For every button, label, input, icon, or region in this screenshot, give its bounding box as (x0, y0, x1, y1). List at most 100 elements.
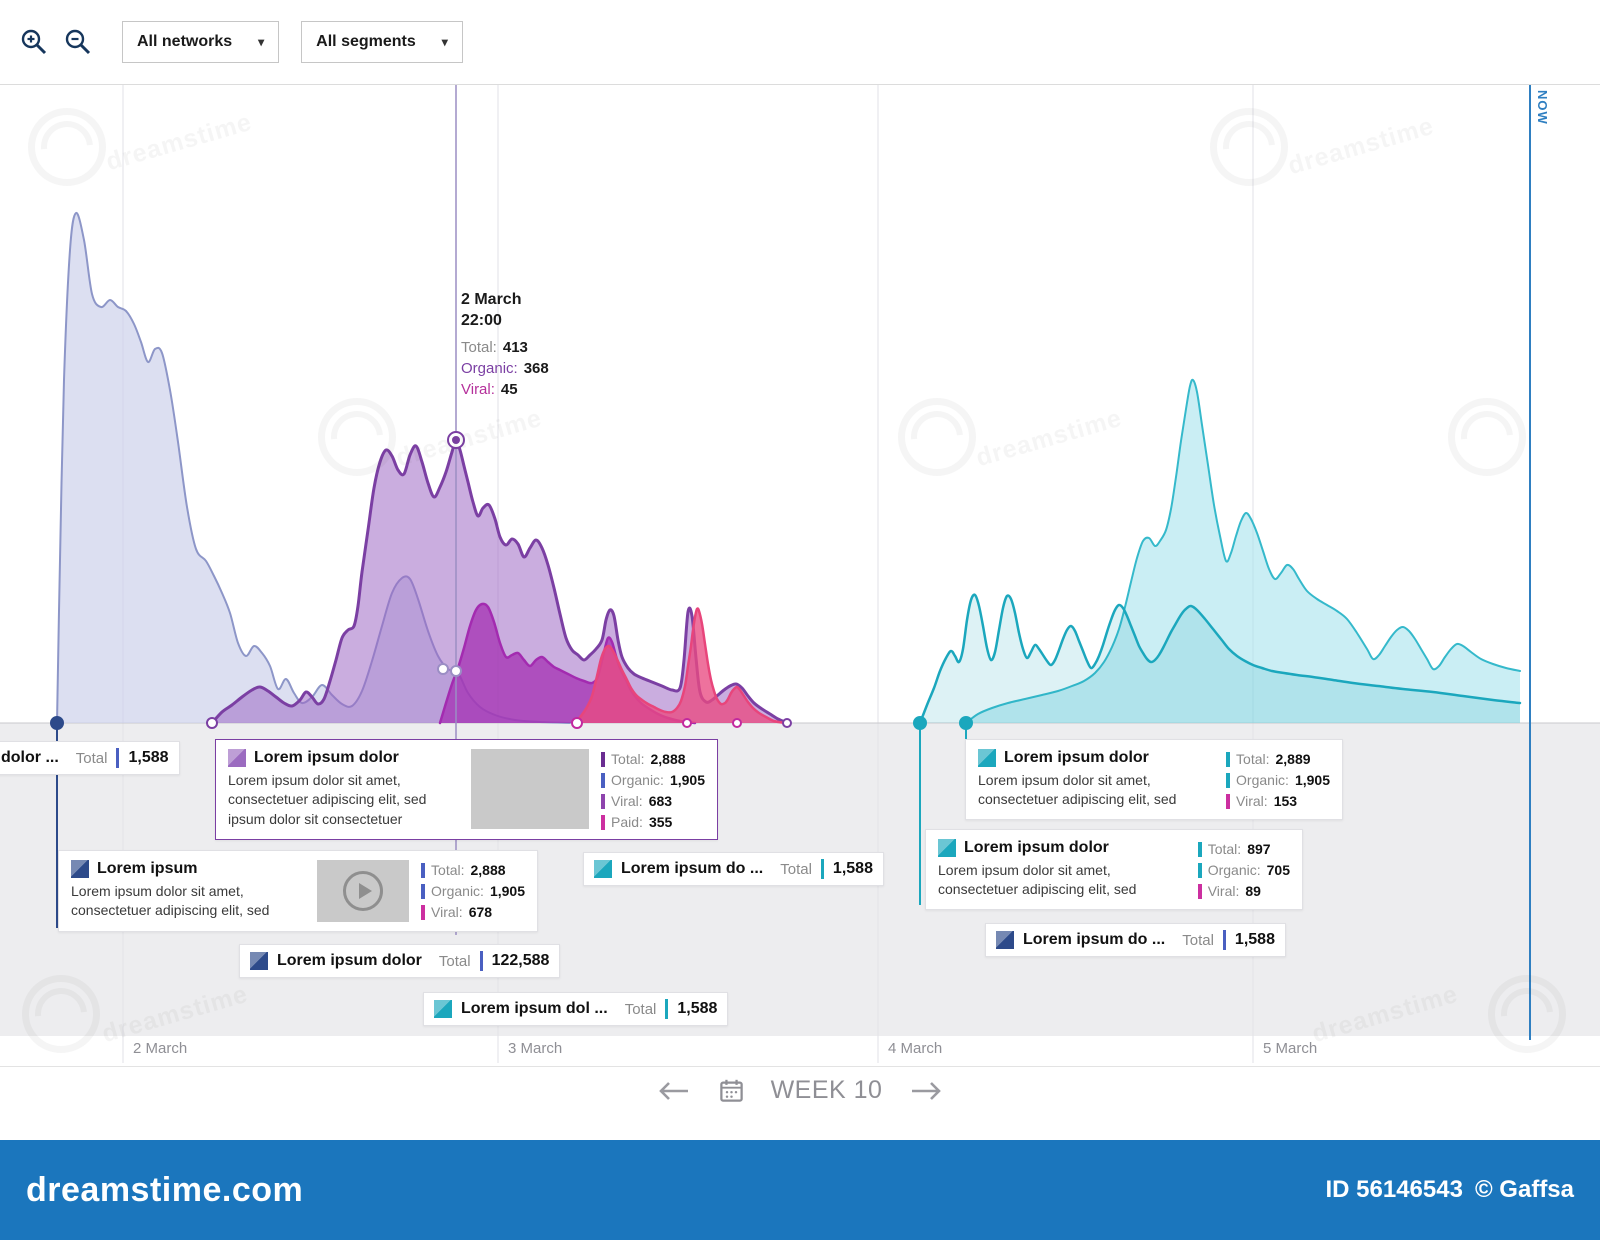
stat-row: Total: 2,889 (1226, 751, 1330, 767)
total-value: 1,588 (128, 749, 169, 766)
series-swatch (434, 1000, 452, 1018)
stat-row: Viral: 683 (601, 793, 705, 809)
callout-title: Lorem ipsum do ... (621, 860, 764, 877)
stat-label: Organic: (611, 772, 664, 788)
series-swatch (228, 749, 246, 767)
tooltip-viral-label: Viral: (461, 381, 495, 398)
tooltip-total-label: Total: (461, 339, 497, 356)
post-callout-teal-1[interactable]: Lorem ipsum dolor Lorem ipsum dolor sit … (965, 739, 1343, 820)
stat-label: Viral: (431, 904, 463, 920)
x-tick-5-march: 5 March (1263, 1040, 1318, 1057)
previous-week-button[interactable] (656, 1079, 692, 1103)
network-filter-label: All networks (137, 33, 233, 50)
chevron-down-icon: ▾ (258, 35, 265, 49)
post-callout-purple[interactable]: Lorem ipsum dolor Lorem ipsum dolor sit … (215, 739, 718, 840)
week-label: WEEK 10 (770, 1076, 883, 1104)
stat-value: 355 (648, 814, 673, 830)
callout-stats: Total: 2,888 Organic: 1,905 Viral: 683 P… (601, 749, 705, 830)
callout-title-row: Lorem ipsum (71, 860, 305, 878)
author-credit: © Gaffsa (1474, 1176, 1574, 1203)
mini-callout-teal-2[interactable]: Lorem ipsum dol ... Total 1,588 (423, 992, 729, 1026)
zoom-in-button[interactable] (12, 20, 56, 64)
series-swatch (250, 952, 268, 970)
play-icon (343, 871, 384, 911)
stat-bar (1197, 862, 1202, 878)
tooltip-viral-row: Viral: 45 (461, 379, 549, 400)
total-value: 1,588 (677, 1000, 718, 1017)
zoom-out-button[interactable] (56, 20, 100, 64)
stat-value: 2,889 (1275, 751, 1311, 767)
series-swatch (938, 839, 956, 857)
callout-body: Lorem ipsum dolor sit amet, consectetuer… (978, 772, 1177, 808)
tooltip-total-row: Total: 413 (461, 337, 549, 358)
total-value: 1,588 (1234, 931, 1275, 948)
total-value: 1,588 (832, 860, 873, 877)
video-placeholder[interactable] (317, 860, 410, 922)
stat-label: Viral: (611, 793, 643, 809)
value-bar (665, 999, 669, 1019)
series-swatch (978, 749, 996, 767)
timeline-chart[interactable] (0, 85, 1600, 723)
stat-row: Viral: 153 (1226, 793, 1330, 809)
callout-stats: Total: 2,888 Organic: 1,905 Viral: 678 (421, 860, 525, 920)
callout-title: Lorem ipsum dolor (1004, 749, 1149, 766)
post-callout-teal-2[interactable]: Lorem ipsum dolor Lorem ipsum dolor sit … (925, 829, 1303, 910)
callout-body: Lorem ipsum dolor sit amet, consectetuer… (938, 862, 1137, 898)
callout-title: Lorem ipsum dolor (277, 952, 422, 969)
next-week-button[interactable] (908, 1079, 944, 1103)
mini-callout-navy-1[interactable]: Lorem ipsum dolor Total 122,588 (239, 944, 561, 978)
calendar-button[interactable] (718, 1077, 745, 1104)
post-callout-blue[interactable]: Lorem ipsum Lorem ipsum dolor sit amet, … (58, 850, 538, 932)
zoom-out-icon (65, 29, 91, 55)
week-navigation: WEEK 10 (0, 1076, 1600, 1105)
callout-text: Lorem ipsum dolor Lorem ipsum dolor sit … (978, 749, 1214, 810)
callout-title: Lorem ipsum dol ... (461, 1000, 608, 1017)
total-label: Total (438, 952, 471, 970)
toolbar: All networks ▾ All segments ▾ (0, 0, 1600, 85)
stat-bar (421, 862, 426, 878)
callout-title-row: Lorem ipsum dolor (228, 749, 459, 767)
stat-bar (1226, 772, 1231, 788)
stat-row: Viral: 678 (421, 904, 525, 920)
image-placeholder (471, 749, 590, 829)
value-bar (820, 859, 824, 879)
mini-callout-navy-2[interactable]: Lorem ipsum do ... Total 1,588 (985, 923, 1286, 957)
callout-text: Lorem ipsum Lorem ipsum dolor sit amet, … (71, 860, 305, 921)
callout-title: Lorem ipsum do ... (1023, 931, 1166, 948)
stat-row: Total: 2,888 (601, 751, 705, 767)
stat-value: 897 (1247, 841, 1271, 857)
stat-label: Total: (611, 751, 645, 767)
stat-bar (1197, 883, 1202, 899)
segment-filter-dropdown[interactable]: All segments ▾ (301, 21, 463, 63)
callout-title: dolor ... (1, 749, 59, 766)
stat-bar (601, 751, 606, 767)
x-tick-2-march: 2 March (133, 1040, 188, 1057)
x-tick-4-march: 4 March (888, 1040, 943, 1057)
callout-title-row: Lorem ipsum dolor (978, 749, 1214, 767)
stat-label: Organic: (1236, 772, 1289, 788)
tooltip-date: 2 March (461, 291, 522, 308)
stat-value: 89 (1245, 883, 1261, 899)
stat-row: Total: 897 (1197, 841, 1290, 857)
point-tooltip: 2 March 22:00 Total: 413 Organic: 368 Vi… (461, 289, 549, 400)
mini-callout-left-partial[interactable]: dolor ... Total 1,588 (0, 741, 180, 775)
stat-bar (1226, 793, 1231, 809)
tooltip-organic-value: 368 (523, 360, 549, 377)
stat-bar (1226, 751, 1231, 767)
stat-bar (421, 883, 426, 899)
stat-value: 705 (1266, 862, 1290, 878)
stat-label: Total: (431, 862, 465, 878)
stat-row: Paid: 355 (601, 814, 705, 830)
series-swatch (594, 860, 612, 878)
stat-label: Viral: (1236, 793, 1268, 809)
arrow-left-icon (658, 1081, 688, 1100)
network-filter-dropdown[interactable]: All networks ▾ (122, 21, 280, 63)
axis-rule (0, 1066, 1600, 1067)
segment-filter-label: All segments (316, 33, 416, 50)
x-tick-3-march: 3 March (508, 1040, 563, 1057)
series-swatch (71, 860, 89, 878)
image-id: ID 56146543 (1325, 1176, 1463, 1203)
total-label: Total (780, 860, 812, 878)
value-bar (116, 748, 120, 768)
mini-callout-teal-1[interactable]: Lorem ipsum do ... Total 1,588 (583, 852, 884, 886)
